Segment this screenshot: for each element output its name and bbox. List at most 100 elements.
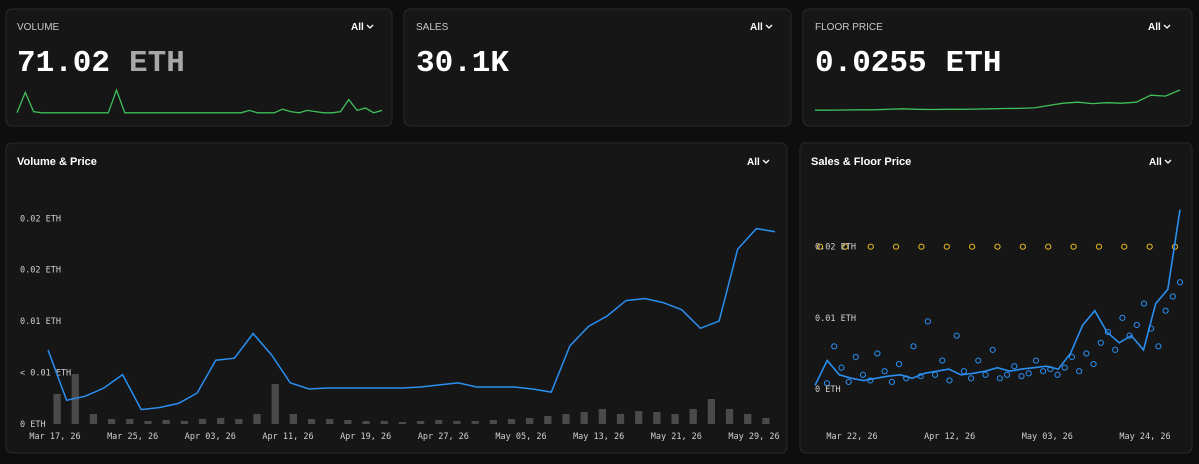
- y-tick-label: 0.02 ETH: [20, 214, 61, 224]
- volume-bar: [253, 414, 261, 424]
- highlight-point: [1146, 243, 1153, 250]
- stat-label: FLOOR PRICE: [815, 22, 883, 33]
- highlight-point: [994, 243, 1001, 250]
- sale-point: [1076, 368, 1083, 375]
- volume-bar: [289, 414, 297, 424]
- volume-bar: [416, 421, 425, 424]
- chevron-icon[interactable]: [366, 24, 374, 29]
- stat-value: 71.02 ETH: [17, 46, 185, 81]
- highlight-point: [842, 243, 849, 250]
- x-tick-label: Mar 22, 26: [826, 432, 877, 442]
- sale-point: [910, 343, 917, 350]
- volume-bar: [562, 414, 570, 424]
- x-tick-label: Apr 03, 26: [185, 432, 236, 442]
- sale-point: [1040, 368, 1047, 375]
- y-tick-label: 0.02 ETH: [815, 243, 856, 253]
- volume-bar: [725, 409, 734, 424]
- sale-point: [874, 350, 881, 357]
- sale-point: [831, 343, 838, 350]
- highlight-point: [867, 243, 874, 250]
- volume-bar: [689, 409, 697, 424]
- x-tick-label: May 21, 26: [651, 432, 702, 442]
- y-tick-label: 0 ETH: [815, 385, 841, 395]
- volume-price-card: [5, 142, 788, 454]
- stat-label: SALES: [416, 22, 449, 33]
- filter-dropdown[interactable]: All: [747, 157, 760, 168]
- x-tick-label: Apr 11, 26: [262, 432, 313, 442]
- volume-bar: [344, 420, 352, 424]
- x-tick-label: May 29, 26: [728, 432, 779, 442]
- volume-bar: [653, 412, 661, 424]
- sale-point: [924, 318, 931, 325]
- highlight-point: [892, 243, 900, 250]
- sale-point: [1083, 350, 1090, 357]
- volume-bar: [707, 399, 716, 424]
- sale-point: [1133, 321, 1140, 329]
- sale-point: [1090, 360, 1097, 368]
- highlight-point: [1095, 243, 1103, 250]
- volume-bar: [580, 412, 588, 424]
- volume-bar: [526, 418, 534, 424]
- sale-point: [1025, 370, 1032, 377]
- x-tick-label: Apr 19, 26: [340, 432, 391, 442]
- filter-dropdown[interactable]: All: [750, 22, 763, 33]
- sale-point: [823, 380, 831, 387]
- sparkline: [16, 88, 383, 114]
- volume-bar: [53, 394, 61, 424]
- sale-point: [845, 378, 852, 385]
- sale-point: [946, 377, 953, 384]
- sale-point: [1097, 339, 1104, 346]
- volume-bar: [89, 414, 98, 424]
- sale-point: [1018, 373, 1025, 380]
- x-tick-label: May 05, 26: [495, 432, 546, 442]
- stat-label: VOLUME: [17, 22, 60, 33]
- sale-point: [996, 375, 1003, 382]
- volume-bar: [326, 419, 334, 424]
- sale-point: [939, 357, 946, 364]
- sale-point: [859, 371, 867, 378]
- chevron-icon[interactable]: [1163, 24, 1171, 29]
- volume-bar: [489, 420, 497, 424]
- volume-bar: [744, 414, 752, 424]
- volume-bar: [126, 419, 134, 424]
- highlight-point: [816, 243, 824, 250]
- volume-bar: [671, 414, 679, 424]
- volume-bar: [162, 420, 170, 424]
- volume-bar: [507, 419, 516, 424]
- x-tick-label: Mar 17, 26: [29, 432, 80, 442]
- chevron-icon[interactable]: [762, 159, 770, 164]
- sale-point: [967, 375, 975, 382]
- highlight-point: [1121, 243, 1128, 250]
- floor-line: [814, 209, 1181, 386]
- price-line: [47, 227, 776, 411]
- volume-bar: [107, 419, 116, 424]
- volume-bar: [307, 419, 316, 424]
- x-tick-label: Apr 12, 26: [924, 432, 975, 442]
- sale-point: [1104, 328, 1112, 336]
- highlight-point: [1045, 243, 1052, 250]
- sale-point: [888, 378, 895, 385]
- volume-bar: [380, 421, 388, 424]
- filter-dropdown[interactable]: All: [1149, 157, 1162, 168]
- y-tick-label: < 0.01 ETH: [20, 369, 71, 379]
- y-tick-label: 0 ETH: [20, 420, 46, 430]
- chevron-icon[interactable]: [765, 24, 773, 29]
- stat-value: 30.1K: [416, 46, 509, 81]
- x-tick-label: May 24, 26: [1119, 432, 1170, 442]
- sparkline: [815, 89, 1181, 111]
- chevron-icon[interactable]: [1164, 159, 1172, 164]
- sale-point: [1169, 293, 1176, 300]
- sale-point: [852, 353, 859, 361]
- sale-point: [895, 360, 903, 368]
- sale-point: [1054, 371, 1061, 378]
- sale-point: [982, 371, 989, 378]
- volume-bar: [598, 409, 606, 424]
- filter-dropdown[interactable]: All: [1148, 22, 1161, 33]
- filter-dropdown[interactable]: All: [351, 22, 364, 33]
- sale-point: [1162, 307, 1169, 314]
- volume-bar: [217, 418, 225, 424]
- volume-bar: [616, 414, 625, 424]
- volume-card: [5, 8, 393, 127]
- sale-point: [1119, 314, 1126, 321]
